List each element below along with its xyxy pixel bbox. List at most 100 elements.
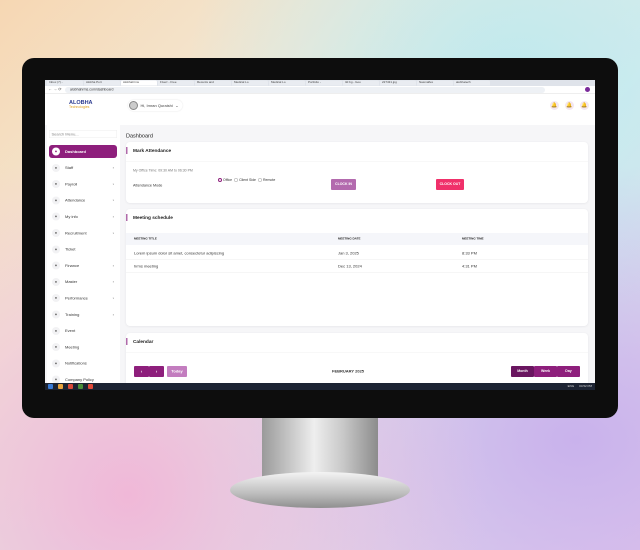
browser-tab[interactable]: 227431.jpg	[380, 80, 416, 86]
card-title: Calendar	[133, 339, 154, 345]
user-greeting: Hi, Imran Quraishi	[140, 103, 173, 108]
performance-icon: ●	[52, 294, 60, 303]
sidebar-item-event[interactable]: ● Event	[49, 324, 117, 337]
column-header: MEETING TIME	[462, 237, 484, 241]
prev-button[interactable]: ‹	[134, 366, 149, 377]
clock-in-button[interactable]: CLOCK IN	[331, 179, 356, 190]
monitor-stand	[262, 418, 378, 480]
sidebar-item-label: Ticket	[65, 247, 76, 252]
browser-tab[interactable]: Fiverr - Free	[158, 80, 194, 86]
browser-tab[interactable]: Recents and	[195, 80, 231, 86]
notification-icon[interactable]: 🔔	[550, 101, 559, 110]
notification-icon[interactable]: 🔔	[565, 101, 574, 110]
policy-icon: ●	[52, 375, 60, 384]
browser-tab[interactable]: Medical Lo	[232, 80, 268, 86]
sidebar-item-company-policy[interactable]: ● Company Policy	[49, 373, 117, 386]
chrome-icon[interactable]	[88, 384, 93, 389]
app-icon[interactable]	[68, 384, 73, 389]
finance-icon: ●	[52, 261, 60, 270]
sidebar-item-label: Payroll	[65, 181, 78, 187]
meeting-icon: ●	[52, 343, 60, 352]
sidebar-item-performance[interactable]: ● Performance ›	[49, 292, 117, 305]
training-icon: ●	[52, 310, 60, 319]
sidebar-item-ticket[interactable]: ● Ticket	[49, 243, 117, 256]
sidebar-item-label: Event	[65, 328, 76, 334]
next-button[interactable]: ›	[149, 366, 164, 377]
app-header: ALOBHA Technologies Hi, Imran Quraishi ⌄ 🔔…	[45, 94, 595, 125]
table-cell: 4:31 PM	[462, 264, 477, 269]
chevron-right-icon: ›	[112, 230, 114, 236]
table-cell: Lorem ipsum dolor sit amet, consectetur …	[134, 251, 225, 256]
sidebar-item-staff[interactable]: ● Staff ›	[49, 161, 117, 174]
sidebar-item-my-info[interactable]: ● My info ›	[49, 210, 117, 223]
browser-tabs: Inbox (7) - Alobha Port Alobhahrms Fiverr -…	[45, 80, 595, 86]
table-cell: 8:33 PM	[462, 251, 477, 256]
radio-client-side[interactable]: Client Side	[234, 178, 256, 182]
card-title: Mark Attendance	[133, 148, 172, 154]
taskbar: ENG 04:52 PM	[45, 383, 595, 390]
sidebar-item-finance[interactable]: ● Finance ›	[49, 259, 117, 272]
chevron-right-icon: ›	[112, 198, 114, 203]
sidebar-item-training[interactable]: ● Training ›	[49, 308, 117, 321]
view-day-button[interactable]: Day	[557, 366, 580, 377]
sidebar-item-label: Dashboard	[65, 149, 86, 154]
clock-out-button[interactable]: CLOCK OUT	[436, 179, 464, 190]
sidebar-item-label: Company Policy	[65, 377, 94, 382]
table-cell: hrms meeting	[134, 264, 159, 269]
browser-tab[interactable]: Alobha Port	[84, 80, 120, 86]
browser-tab[interactable]: Inbox (7) -	[47, 80, 83, 86]
chevron-down-icon: ⌄	[175, 103, 179, 108]
view-week-button[interactable]: Week	[534, 366, 557, 377]
table-cell: Dec 13, 2024	[338, 264, 362, 269]
browser-tab[interactable]: 3d bg - Goo	[343, 80, 379, 86]
column-header: MEETING TITLE	[134, 237, 157, 241]
start-icon[interactable]	[48, 384, 53, 389]
sidebar-item-label: Notifications	[65, 361, 87, 366]
today-button[interactable]: Today	[167, 366, 187, 377]
monitor-screen: Inbox (7) - Alobha Port Alobhahrms Fiverr -…	[45, 80, 595, 390]
app-icon[interactable]	[58, 384, 63, 389]
sidebar-item-label: Performance	[65, 295, 88, 301]
monitor-base	[230, 472, 410, 508]
sidebar-item-notifications[interactable]: ● Notifications	[49, 357, 117, 370]
sidebar-item-recruitment[interactable]: ● Recruitment ›	[49, 227, 117, 240]
browser-tab[interactable]: Medical Lo	[269, 80, 305, 86]
sidebar: Search Menu... ● Dashboard ● Staff › ● Payroll…	[47, 125, 120, 385]
browser-tab[interactable]: Alobhahrms	[121, 80, 157, 86]
sidebar-item-attendance[interactable]: ● Attendance ›	[49, 194, 117, 207]
view-month-button[interactable]: Month	[511, 366, 534, 377]
calendar-view-switch: Month Week Day	[511, 366, 580, 377]
search-menu-input[interactable]: Search Menu...	[49, 130, 117, 138]
user-menu[interactable]: Hi, Imran Quraishi ⌄	[128, 100, 183, 111]
table-cell: Jan 3, 2025	[338, 251, 359, 256]
app-icon[interactable]	[78, 384, 83, 389]
sidebar-item-label: Recruitment	[65, 230, 87, 236]
browser-tab[interactable]: Nasmaflex	[417, 80, 453, 86]
calendar-month-title: FEBRUARY 2025	[332, 369, 365, 374]
sidebar-item-dashboard[interactable]: ● Dashboard	[49, 145, 117, 158]
browser-tab[interactable]: alobhatech	[454, 80, 490, 86]
home-icon: ●	[52, 147, 60, 156]
ticket-icon: ●	[52, 245, 60, 254]
calendar-icon: ●	[52, 326, 60, 335]
notification-icon[interactable]: 🔔	[580, 101, 589, 110]
chevron-right-icon: ›	[112, 214, 114, 219]
sidebar-item-label: Finance	[65, 263, 80, 268]
gear-icon: ●	[52, 277, 60, 286]
card-title: Meeting schedule	[133, 215, 173, 221]
sidebar-item-master[interactable]: ● Master ›	[49, 275, 117, 288]
chevron-right-icon: ›	[112, 181, 114, 187]
url-input[interactable]: alobhahrms.com/dashboard	[65, 87, 545, 93]
logo: ALOBHA Technologies	[69, 99, 93, 109]
sidebar-item-label: Meeting	[65, 344, 80, 350]
radio-office[interactable]: Office	[218, 178, 232, 182]
avatar	[129, 101, 138, 110]
page-title: Dashboard	[126, 133, 153, 139]
nav-arrows-icon[interactable]: ← → ⟳	[48, 87, 62, 92]
sidebar-item-meeting[interactable]: ● Meeting	[49, 341, 117, 354]
sidebar-item-payroll[interactable]: ● Payroll ›	[49, 178, 117, 191]
browser-tab[interactable]: Portfolio -	[306, 80, 342, 86]
mark-attendance-card: Mark Attendance My Office Time: 09:30 AM…	[126, 142, 588, 203]
profile-icon[interactable]	[585, 87, 590, 92]
radio-remote[interactable]: Remote	[258, 178, 275, 182]
